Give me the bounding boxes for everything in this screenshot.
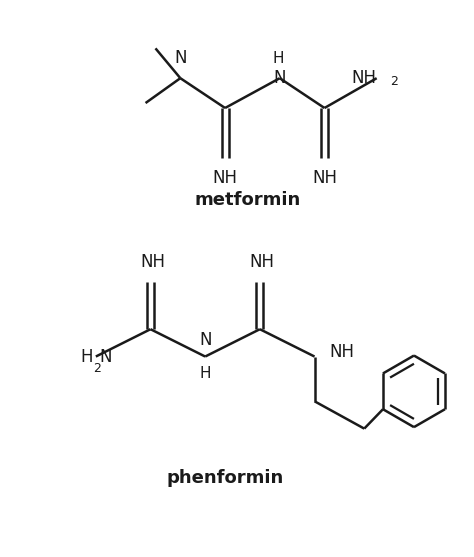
Text: H: H bbox=[81, 348, 93, 365]
Text: N: N bbox=[100, 348, 112, 365]
Text: H: H bbox=[272, 51, 283, 66]
Text: NH: NH bbox=[312, 169, 337, 187]
Text: NH: NH bbox=[250, 253, 275, 271]
Text: NH: NH bbox=[329, 343, 355, 360]
Text: 2: 2 bbox=[391, 75, 399, 88]
Text: 2: 2 bbox=[93, 361, 101, 374]
Text: N: N bbox=[174, 49, 187, 67]
Text: phenformin: phenformin bbox=[166, 470, 284, 487]
Text: H: H bbox=[200, 367, 211, 382]
Text: NH: NH bbox=[140, 253, 165, 271]
Text: N: N bbox=[273, 69, 286, 87]
Text: metformin: metformin bbox=[194, 191, 301, 209]
Text: NH: NH bbox=[212, 169, 237, 187]
Text: N: N bbox=[199, 331, 211, 349]
Text: NH: NH bbox=[352, 69, 377, 87]
